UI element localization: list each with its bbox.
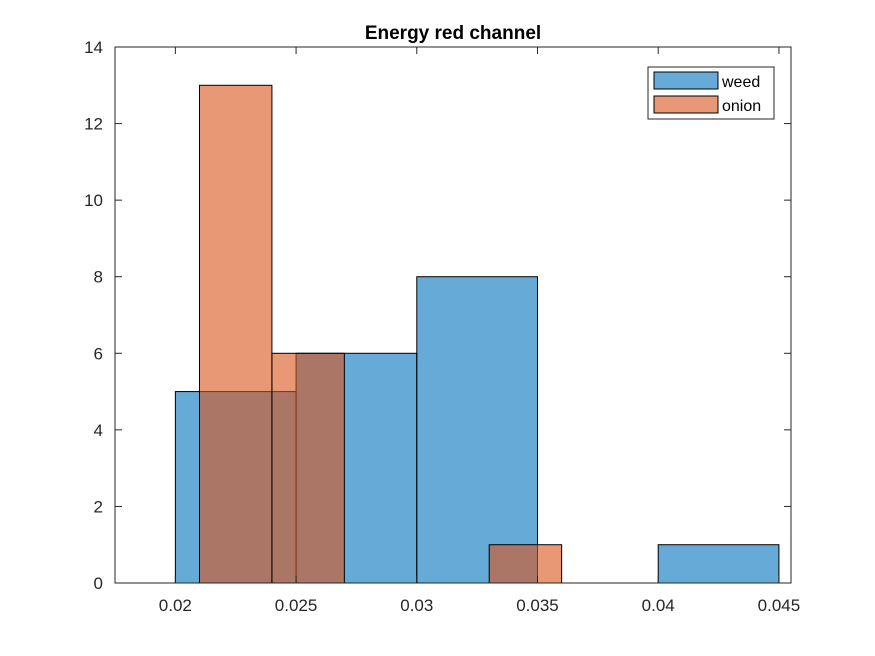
x-tick-label: 0.02 <box>159 596 192 615</box>
bars-layer <box>174 84 780 584</box>
y-tick-label: 12 <box>84 115 103 134</box>
y-tick-label: 2 <box>94 497 103 516</box>
x-tick-label: 0.025 <box>275 596 318 615</box>
x-tick-label: 0.035 <box>516 596 559 615</box>
x-tick-label: 0.045 <box>758 596 801 615</box>
legend-label-weed: weed <box>721 74 760 91</box>
bar-onion-1 <box>271 352 345 584</box>
legend-swatch-onion <box>653 95 719 114</box>
y-tick-label: 10 <box>84 191 103 210</box>
x-tick-label: 0.04 <box>642 596 675 615</box>
bar-onion-4 <box>488 544 563 584</box>
bar-onion-0 <box>199 84 273 584</box>
y-tick-label: 4 <box>94 421 103 440</box>
bar-weed-4 <box>657 544 780 584</box>
legend-label-onion: onion <box>722 98 761 115</box>
bar-weed-2 <box>416 276 538 584</box>
axes-box <box>114 46 792 584</box>
legend-swatch-weed <box>653 71 719 90</box>
chart-title: Energy red channel <box>365 23 541 44</box>
y-tick-label: 8 <box>94 268 103 287</box>
y-tick-label: 14 <box>84 38 103 57</box>
x-tick-label: 0.03 <box>400 596 433 615</box>
legend: weed onion <box>647 66 775 120</box>
y-tick-label: 6 <box>94 344 103 363</box>
ticks-layer: 0.02 0.025 0.03 0.035 0.04 0.045 0 2 4 6 8 10 12 14 <box>84 38 800 615</box>
y-tick-label: 0 <box>94 574 103 593</box>
